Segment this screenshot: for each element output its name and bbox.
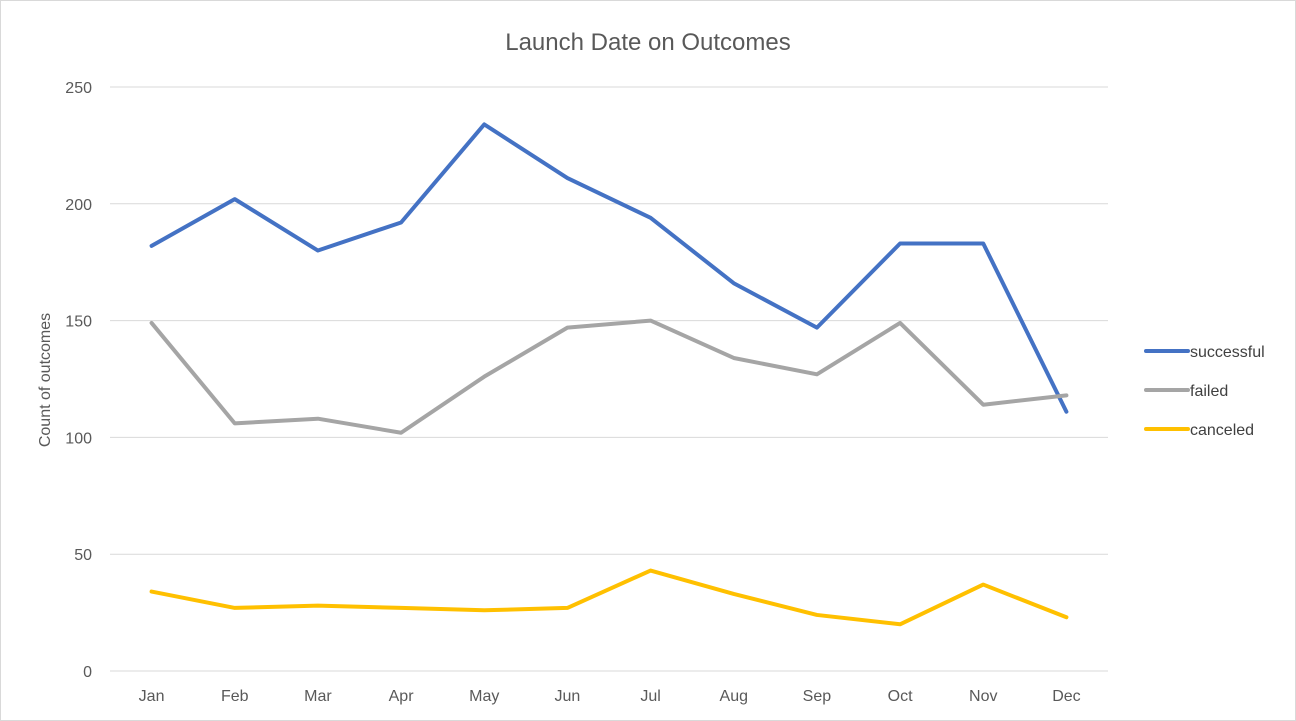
y-axis-ticks: 0 50 100 150 200 250 bbox=[65, 80, 92, 681]
y-tick-label: 250 bbox=[65, 80, 92, 97]
x-axis-ticks: Jan Feb Mar Apr May Jun Jul Aug Sep Oct Nov Dec bbox=[139, 688, 1081, 705]
x-tick-label: Oct bbox=[888, 688, 913, 705]
legend-label-failed: failed bbox=[1190, 383, 1228, 400]
legend-label-successful: successful bbox=[1190, 344, 1265, 361]
series-lines bbox=[149, 122, 1069, 627]
chart-title: Launch Date on Outcomes bbox=[505, 29, 791, 56]
x-tick-label: Aug bbox=[720, 688, 748, 705]
x-tick-label: May bbox=[469, 688, 499, 705]
series-line-successful bbox=[149, 122, 1069, 414]
series-line-canceled bbox=[149, 568, 1069, 627]
gridlines bbox=[110, 86, 1108, 672]
y-tick-label: 100 bbox=[65, 430, 92, 447]
legend: successful failed canceled bbox=[1144, 344, 1265, 439]
x-tick-label: Dec bbox=[1052, 688, 1080, 705]
y-tick-label: 50 bbox=[74, 547, 92, 564]
y-tick-label: 200 bbox=[65, 197, 92, 214]
x-tick-label: Nov bbox=[969, 688, 997, 705]
legend-label-canceled: canceled bbox=[1190, 422, 1254, 439]
x-tick-label: Jul bbox=[640, 688, 660, 705]
x-tick-label: Jan bbox=[139, 688, 165, 705]
y-axis-title: Count of outcomes bbox=[37, 313, 54, 447]
series-line-failed bbox=[149, 318, 1069, 435]
y-tick-label: 150 bbox=[65, 314, 92, 331]
x-tick-label: Apr bbox=[389, 688, 415, 705]
x-tick-label: Jun bbox=[555, 688, 581, 705]
y-tick-label: 0 bbox=[83, 664, 92, 681]
x-tick-label: Feb bbox=[221, 688, 249, 705]
x-tick-label: Mar bbox=[304, 688, 332, 705]
x-tick-label: Sep bbox=[803, 688, 832, 705]
